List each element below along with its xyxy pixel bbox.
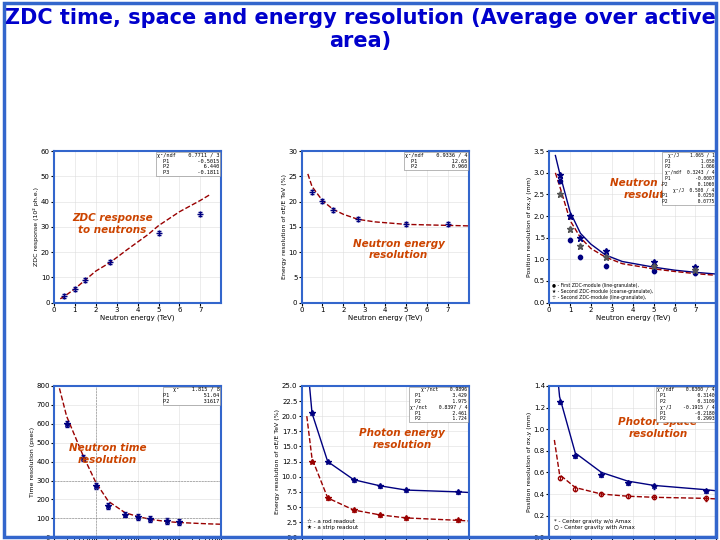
Text: χ²/ndf    0.6300 / 4
P1           0.3140
P2           0.3109
χ²/J    -0.1915 / 4: χ²/ndf 0.6300 / 4 P1 0.3140 P2 0.3109 χ²… bbox=[657, 387, 715, 421]
Text: Photon space
resolution: Photon space resolution bbox=[618, 417, 697, 439]
Text: Neutron space
resolution: Neutron space resolution bbox=[611, 178, 696, 200]
Text: Neutron time
resolution: Neutron time resolution bbox=[69, 443, 146, 465]
Text: Photon energy
resolution: Photon energy resolution bbox=[359, 428, 445, 450]
Y-axis label: Energy resolution of σE/E TeV (%): Energy resolution of σE/E TeV (%) bbox=[275, 409, 280, 514]
Text: ZDC time, space and energy resolution (Average over active
area): ZDC time, space and energy resolution (A… bbox=[4, 8, 716, 51]
Text: Neutron energy
resolution: Neutron energy resolution bbox=[353, 239, 444, 260]
Y-axis label: ZDC response (10² ph.e.): ZDC response (10² ph.e.) bbox=[33, 187, 40, 266]
Y-axis label: Position resolution of σx,y (mm): Position resolution of σx,y (mm) bbox=[527, 411, 532, 512]
Text: χ²/nct    0.9896
P1           3.429
P2           1.975
χ²/nct    0.8397 / 4
P1  : χ²/nct 0.9896 P1 3.429 P2 1.975 χ²/nct 0… bbox=[410, 387, 467, 421]
Text: * - Center gravity w/o Amax
○ - Center gravity with Amax: * - Center gravity w/o Amax ○ - Center g… bbox=[554, 519, 635, 530]
Y-axis label: Position resolution of σx,y (mm): Position resolution of σx,y (mm) bbox=[527, 177, 532, 277]
Text: ● - First ZDC-module (line-granulate),
★ - Second ZDC-module (coarse-granulate),: ● - First ZDC-module (line-granulate), ★… bbox=[552, 283, 654, 300]
Text: χ²/J    1.065 / 1
P1           1.050
P2           1.066
χ²/ndf  0.3243 / 4
P1   : χ²/J 1.065 / 1 P1 1.050 P2 1.066 χ²/ndf … bbox=[662, 153, 715, 204]
Text: χ²/ndf    0.9336 / 4
P1           12.65
P2           0.960: χ²/ndf 0.9336 / 4 P1 12.65 P2 0.960 bbox=[405, 153, 467, 170]
Text: χ²/ndf    0.7711 / 3
P1         -0.5015
P2           6.440
P3         -0.1811: χ²/ndf 0.7711 / 3 P1 -0.5015 P2 6.440 P3… bbox=[157, 153, 220, 175]
X-axis label: Neutron energy (TeV): Neutron energy (TeV) bbox=[100, 314, 175, 321]
X-axis label: Neutron energy (TeV): Neutron energy (TeV) bbox=[595, 314, 670, 321]
X-axis label: Neutron energy (TeV): Neutron energy (TeV) bbox=[348, 314, 423, 321]
Text: χ²    1.815 / 8
P1           51.04
P2           31617: χ² 1.815 / 8 P1 51.04 P2 31617 bbox=[163, 387, 220, 404]
Y-axis label: Energy resolution of σE/E TeV (%): Energy resolution of σE/E TeV (%) bbox=[282, 174, 287, 279]
Y-axis label: Time resolution (psec): Time resolution (psec) bbox=[30, 427, 35, 497]
Text: ☆ - a rod readout
★ - a strip readout: ☆ - a rod readout ★ - a strip readout bbox=[307, 518, 358, 530]
Text: ZDC response
to neutrons: ZDC response to neutrons bbox=[72, 213, 153, 235]
